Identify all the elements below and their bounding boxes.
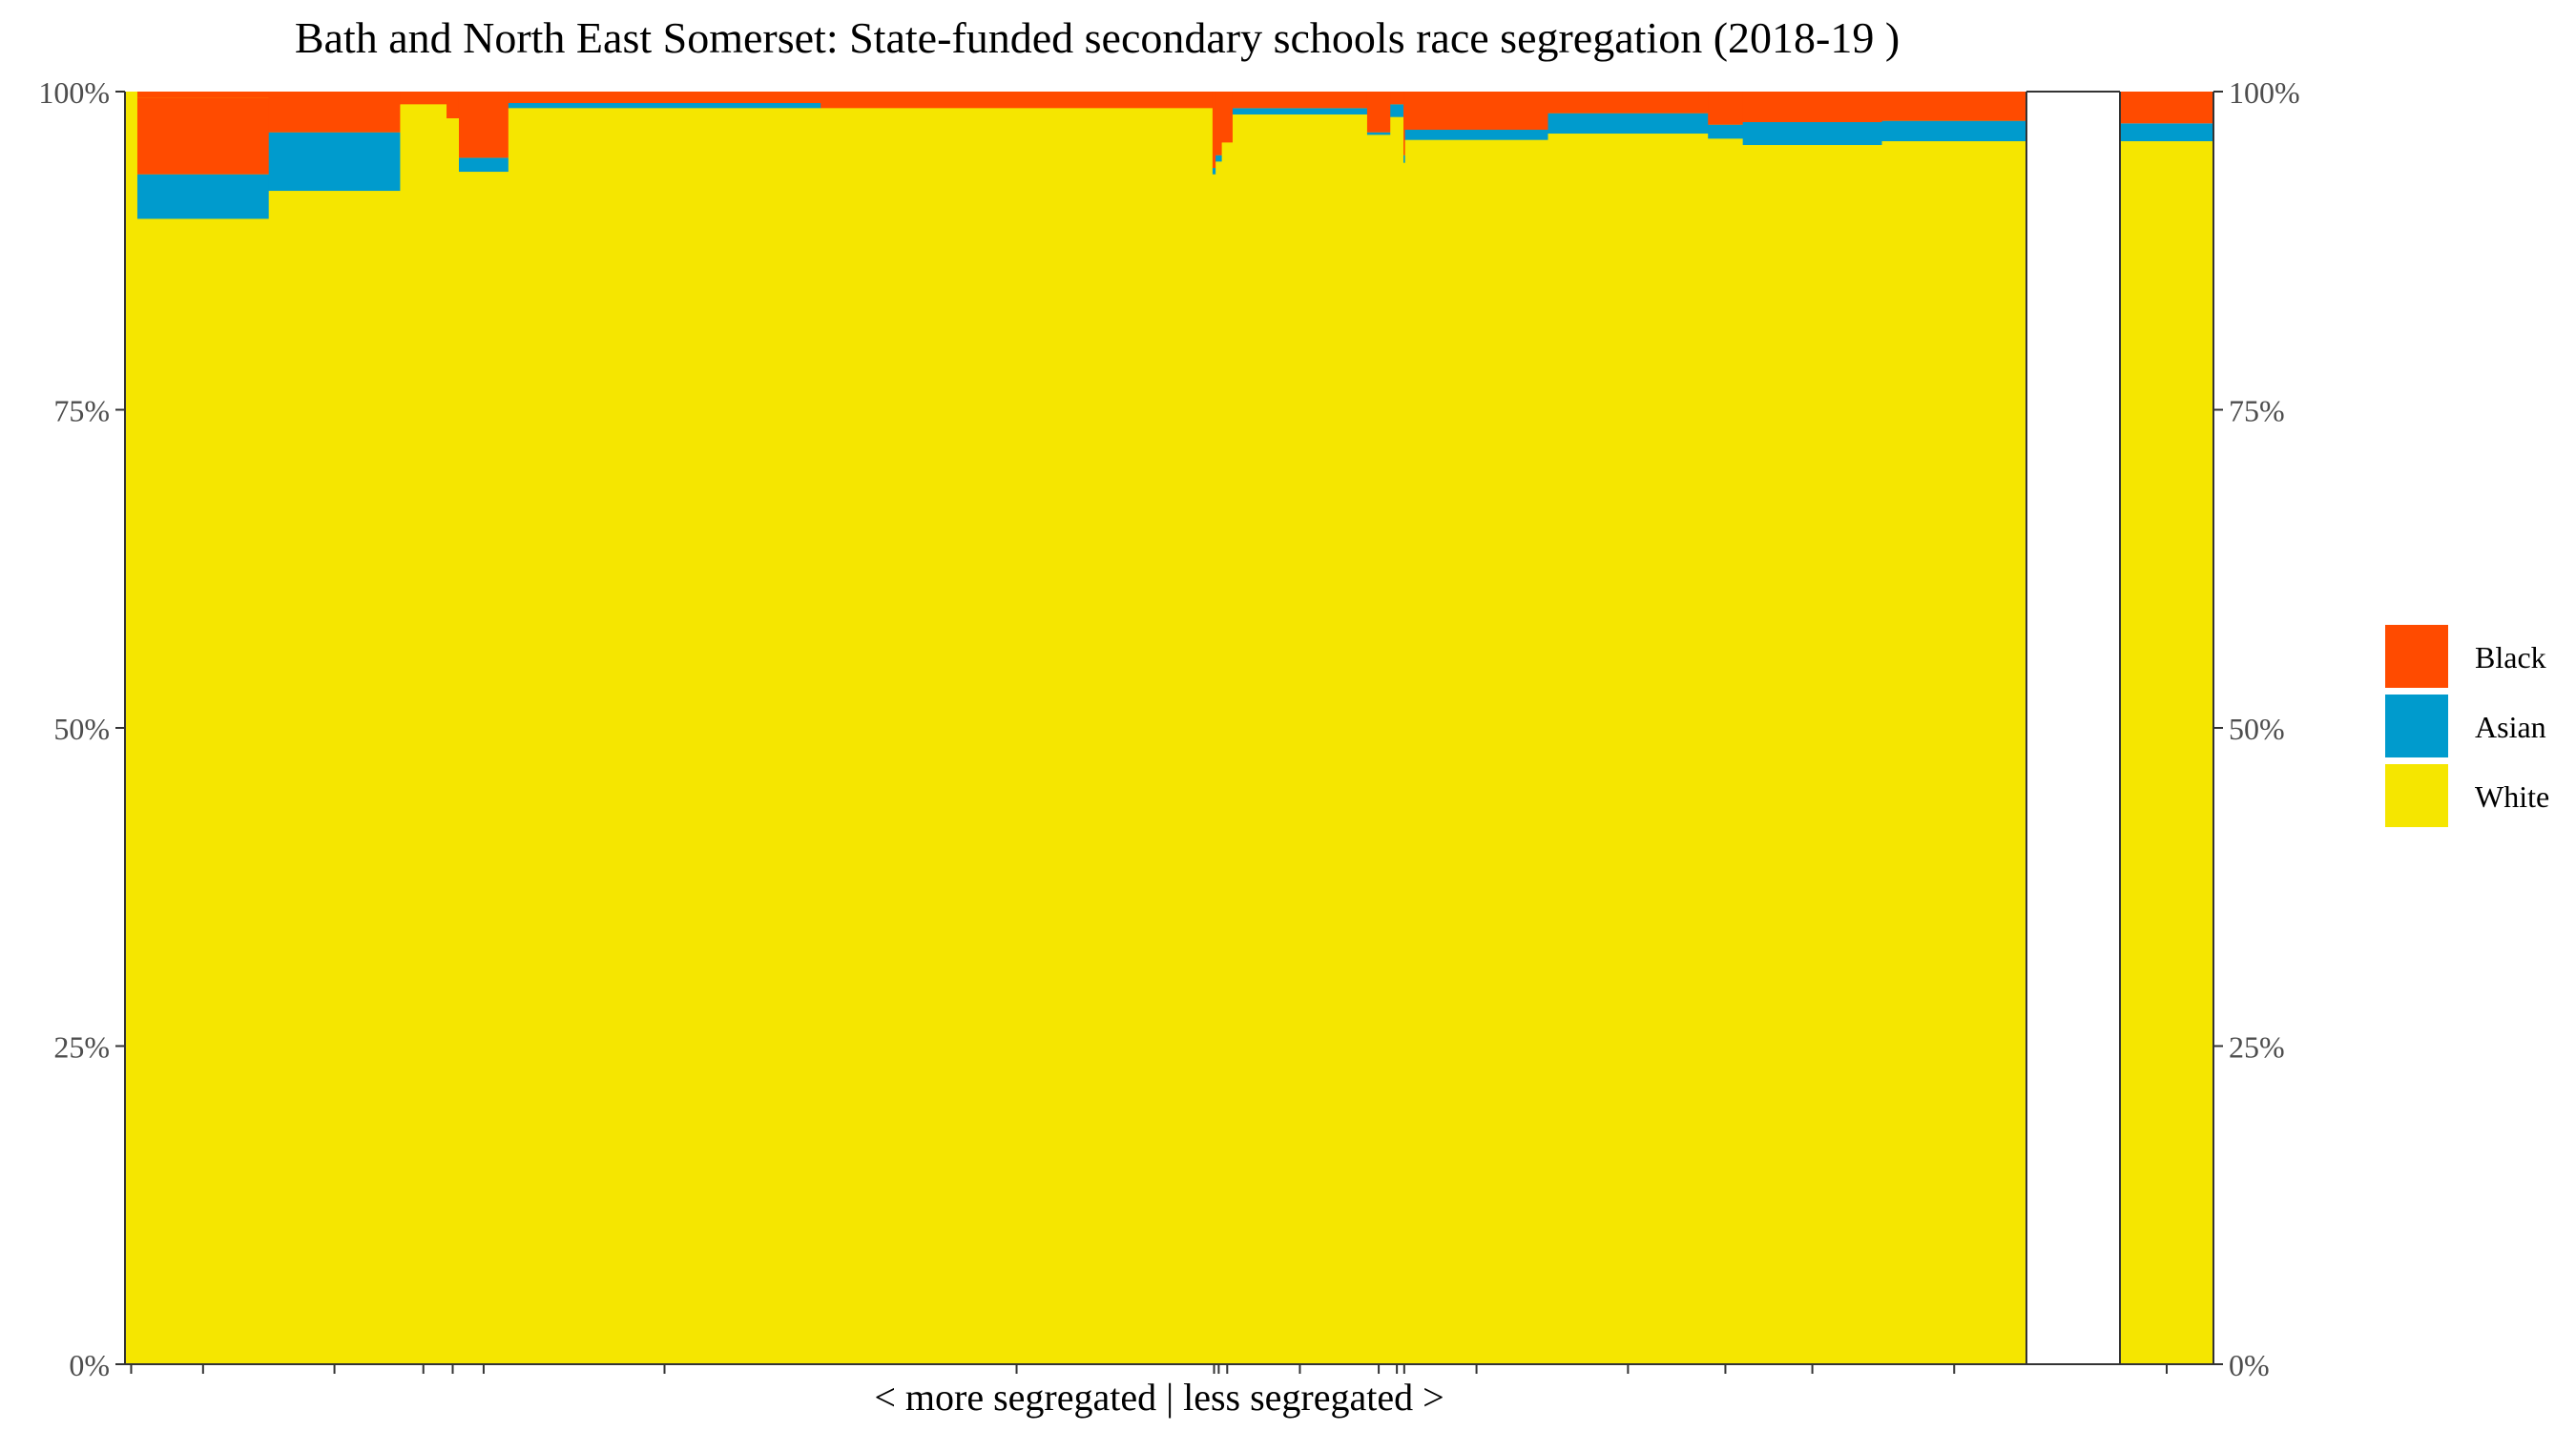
- bar-3-remainder: [400, 92, 447, 105]
- bar-13-white: [1390, 116, 1404, 1364]
- bar-5-asian: [458, 157, 509, 173]
- bar-11-asian: [1232, 108, 1368, 115]
- bar-15-white: [1404, 139, 1549, 1364]
- bar-11-white: [1232, 114, 1368, 1365]
- bar-13-black: [1390, 92, 1404, 105]
- y-tick-label-right: 25%: [2229, 1030, 2285, 1065]
- bars-group: [125, 92, 2027, 1365]
- bar-4-white: [447, 118, 460, 1364]
- bar-7-white: [821, 108, 1214, 1364]
- y-tick-label-right: 50%: [2229, 712, 2285, 746]
- bar-6-white: [508, 108, 821, 1364]
- x-axis-label: < more segregated | less segregated >: [874, 1376, 1444, 1419]
- bar-11-black: [1232, 92, 1368, 109]
- bar-15-asian: [1404, 130, 1549, 140]
- bar-17-asian: [1708, 124, 1744, 139]
- bar-10-white: [1221, 142, 1234, 1365]
- bar-8-black: [1212, 92, 1216, 169]
- bar-0-white: [125, 92, 138, 1364]
- legend-label-black: Black: [2475, 640, 2546, 674]
- total-bar-group: [2120, 92, 2213, 1364]
- bar-4-black: [447, 92, 460, 119]
- y-tick-label-left: 100%: [38, 75, 110, 110]
- bar-5-white: [458, 172, 509, 1365]
- bar-9-white: [1215, 161, 1223, 1364]
- axes-group: 0% 0% 25% 25% 50% 50% 75% 75% 100% 100%: [38, 75, 2299, 1382]
- bar-2-white: [268, 191, 402, 1364]
- legend-swatch-white: [2385, 764, 2448, 827]
- bar-19-black: [1881, 92, 2027, 121]
- chart-title: Bath and North East Somerset: State-fund…: [295, 13, 1900, 62]
- bar-16-black: [1548, 92, 1709, 114]
- bar-1-white: [136, 218, 270, 1364]
- bar-7-black: [821, 92, 1214, 109]
- total-bar-asian: [2120, 123, 2213, 142]
- bar-1-asian: [136, 174, 270, 219]
- bar-16-asian: [1548, 113, 1709, 135]
- legend-swatch-asian: [2385, 695, 2448, 757]
- bar-18-asian: [1742, 122, 1883, 146]
- bar-8-white: [1212, 174, 1216, 1365]
- bar-19-white: [1881, 141, 2027, 1364]
- bar-12-black: [1366, 92, 1391, 133]
- bar-1-black: [136, 97, 270, 175]
- total-bar-black: [2120, 92, 2213, 124]
- y-tick-label-left: 0%: [69, 1348, 110, 1382]
- y-tick-label-left: 75%: [53, 394, 110, 428]
- legend: Black Asian White: [2385, 625, 2549, 827]
- bar-14-asian: [1403, 155, 1406, 163]
- bar-17-white: [1708, 138, 1744, 1364]
- bar-18-black: [1742, 92, 1883, 123]
- bar-9-asian: [1215, 155, 1223, 162]
- bar-18-white: [1742, 145, 1883, 1365]
- bar-3-white: [400, 104, 447, 1365]
- bar-2-black: [268, 92, 402, 133]
- legend-label-asian: Asian: [2475, 710, 2546, 744]
- bar-13-asian: [1390, 104, 1404, 117]
- bar-2-asian: [268, 132, 402, 192]
- bar-5-black: [458, 92, 509, 158]
- bar-1-remainder: [136, 92, 270, 98]
- bar-17-black: [1708, 92, 1744, 125]
- bar-12-asian: [1366, 132, 1391, 135]
- legend-swatch-black: [2385, 625, 2448, 688]
- y-tick-label-right: 100%: [2229, 75, 2300, 110]
- bar-19-asian: [1881, 120, 2027, 142]
- y-tick-label-left: 50%: [53, 712, 110, 746]
- y-tick-label-right: 75%: [2229, 394, 2285, 428]
- y-tick-label-left: 25%: [53, 1030, 110, 1065]
- bar-14-black: [1403, 92, 1406, 156]
- bar-6-black: [508, 92, 821, 104]
- bar-12-white: [1366, 135, 1391, 1365]
- bar-10-black: [1221, 92, 1234, 143]
- bar-9-black: [1215, 92, 1223, 156]
- legend-label-white: White: [2475, 779, 2549, 814]
- total-bar-white: [2120, 141, 2213, 1364]
- bar-16-white: [1548, 134, 1709, 1365]
- bar-6-asian: [508, 103, 821, 109]
- bar-15-black: [1404, 92, 1549, 131]
- bar-14-white: [1403, 162, 1406, 1365]
- y-tick-label-right: 0%: [2229, 1348, 2270, 1382]
- bar-8-asian: [1212, 168, 1216, 175]
